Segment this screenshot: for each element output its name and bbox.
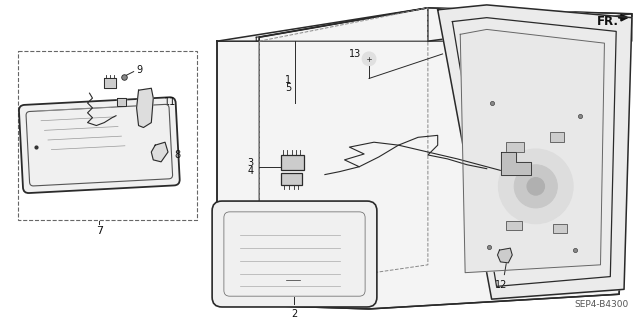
Polygon shape	[151, 142, 168, 162]
Bar	[281, 155, 304, 170]
Circle shape	[499, 149, 573, 224]
Bar	[554, 224, 567, 233]
Text: 7: 7	[96, 226, 103, 236]
Text: 6: 6	[287, 280, 294, 291]
Bar	[506, 142, 524, 152]
FancyBboxPatch shape	[19, 97, 180, 193]
Text: 11: 11	[164, 97, 176, 107]
FancyBboxPatch shape	[212, 201, 377, 307]
Polygon shape	[217, 8, 632, 309]
Text: 12: 12	[495, 280, 508, 290]
Text: 2: 2	[287, 272, 294, 282]
Polygon shape	[460, 29, 604, 273]
Bar	[281, 172, 302, 185]
Polygon shape	[104, 78, 116, 88]
Text: 9: 9	[136, 65, 143, 75]
Bar	[550, 132, 564, 142]
Polygon shape	[438, 5, 632, 299]
Polygon shape	[497, 248, 512, 263]
Text: 8: 8	[175, 150, 181, 160]
Text: 2: 2	[291, 309, 298, 319]
Text: 4: 4	[247, 166, 253, 176]
Text: SEP4-B4300: SEP4-B4300	[575, 300, 629, 309]
Circle shape	[362, 52, 376, 66]
Text: FR.: FR.	[597, 15, 619, 28]
Text: 3: 3	[247, 158, 253, 168]
Polygon shape	[256, 8, 632, 41]
Circle shape	[527, 178, 545, 195]
Circle shape	[514, 165, 557, 208]
Text: 5: 5	[285, 83, 292, 93]
Polygon shape	[217, 8, 632, 309]
Bar	[18, 51, 197, 220]
Text: 13: 13	[349, 49, 361, 59]
Text: 1: 1	[285, 76, 292, 85]
Polygon shape	[136, 88, 153, 127]
Polygon shape	[502, 152, 531, 175]
Bar	[506, 221, 522, 230]
Polygon shape	[117, 98, 126, 106]
Text: 10: 10	[136, 96, 149, 106]
